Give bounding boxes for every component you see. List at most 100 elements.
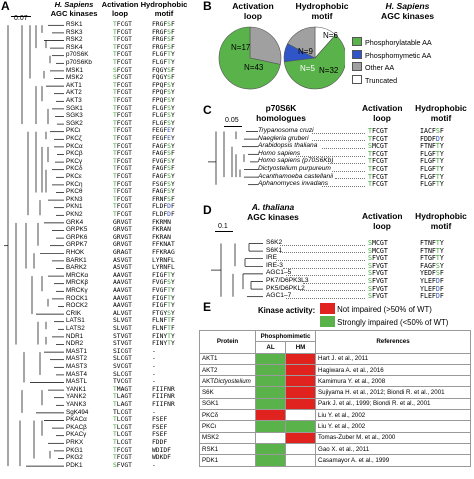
hydrophobic-motif-seq: FTGFTY: [420, 255, 444, 262]
residue-segment: T: [167, 302, 171, 310]
residue-segment: MCGT: [371, 142, 388, 151]
panel-c-al-head: Activation loop: [362, 103, 403, 123]
activation-loop-seq: TFCGT: [113, 52, 132, 59]
pie1-slice-other: [249, 26, 282, 65]
hydrophobic-motif-seq: FAGFSF: [152, 166, 175, 173]
residue-segment: S: [368, 246, 372, 255]
leaf-name: PKN1: [66, 203, 83, 211]
hydrophobic-motif-seq: FINYTY: [152, 340, 175, 348]
leaf-name: PKACβ: [66, 423, 87, 431]
al-phospho-residue: T: [113, 431, 117, 439]
hm-effect-cell: [285, 397, 316, 411]
al-effect-cell: [255, 454, 286, 467]
al-rest: FCGT: [116, 74, 132, 82]
hydrophobic-motif-seq: FLGFTY: [152, 59, 175, 67]
leaf-name: NDR2: [66, 340, 84, 348]
leaf-name: AGC1–7: [266, 292, 292, 300]
residue-segment: T: [167, 317, 171, 325]
residue-segment: FDDF: [152, 439, 168, 446]
al-phospho-residue: T: [113, 36, 117, 44]
residue-segment: GRVGT: [113, 241, 132, 249]
residue-segment: AAVGT: [113, 279, 132, 287]
residue-segment: FQGY: [152, 66, 168, 74]
protein-cell: S6K: [199, 386, 256, 399]
activation-loop-seq: AAVGT: [113, 302, 132, 310]
leader-dots: [322, 147, 365, 149]
panel-c-hm-head: Hydrophobic motif: [415, 103, 467, 123]
residue-segment: AAVGT: [113, 294, 132, 302]
residue-segment: FLGF: [420, 149, 436, 158]
residue-segment: FEGF: [152, 127, 168, 135]
hydrophobic-motif-seq: FEGFEY: [152, 135, 175, 143]
leaf-name: MSK1: [66, 66, 84, 74]
al-rest: FCGT: [116, 81, 132, 89]
residue-segment: S: [167, 150, 171, 158]
hydrophobic-motif-seq: FKRMN: [152, 219, 171, 227]
residue-segment: Y: [170, 135, 175, 142]
residue-segment: YLEF: [420, 284, 436, 293]
residue-segment: FVGT: [371, 277, 388, 285]
residue-segment: T: [167, 340, 171, 348]
legend-other-swatch: [352, 62, 362, 71]
leaf-name: GRPK6: [66, 233, 88, 241]
al-phospho-residue: T: [113, 104, 117, 112]
activation-loop-seq: GRVGT: [113, 242, 132, 249]
residue-segment: Y: [170, 112, 175, 120]
hydrophobic-motif-seq: FLGFSY: [152, 104, 175, 113]
al-phospho-residue: S: [113, 74, 117, 82]
residue-segment: S: [167, 89, 171, 97]
hydrophobic-motif-seq: FSEF: [152, 416, 167, 424]
residue-segment: FCGT: [371, 134, 388, 143]
residue-segment: F: [170, 36, 175, 44]
hm-effect-cell: [285, 363, 316, 377]
hydrophobic-motif-seq: FLNFTF: [152, 325, 175, 333]
residue-segment: F: [170, 203, 175, 211]
residue-segment: S: [167, 180, 171, 188]
hydrophobic-motif-seq: FAGFSY: [152, 188, 175, 196]
residue-segment: LYRNFL: [152, 256, 175, 264]
leaf-name: Aphanomyces invadans: [258, 180, 329, 188]
al-phospho-residue: T: [113, 150, 117, 158]
hydrophobic-motif-seq: LYRNFL: [152, 256, 175, 265]
residue-segment: FLGF: [152, 59, 168, 66]
hydrophobic-motif-seq: -: [152, 348, 156, 356]
legend-red-text: Not impaired (>50% of WT): [337, 305, 432, 314]
leaf-name: PKCη: [66, 180, 83, 188]
residue-segment: FLDF: [152, 211, 168, 218]
residue-segment: FLGF: [420, 180, 436, 189]
leaf-name: p70S6K: [66, 51, 89, 59]
al-effect-cell: [255, 352, 286, 365]
hydrophobic-motif-seq: FLDFDF: [152, 211, 175, 219]
residue-segment: T: [368, 165, 372, 173]
hydrophobic-motif-seq: FDDFDY: [420, 135, 444, 143]
activation-loop-seq: AAVGT: [113, 287, 132, 295]
protein-cell: AKT1: [199, 352, 256, 365]
panel-a-label: A: [1, 0, 10, 13]
leaf-name: RSK4: [66, 43, 83, 51]
panel-b-species-head: H. Sapiens AGC kinases: [370, 1, 445, 21]
activation-loop-seq: TFCGT: [368, 150, 388, 158]
hydrophobic-motif-seq: FLGFTY: [420, 166, 444, 173]
hydrophobic-motif-seq: FLGFTY: [420, 172, 444, 181]
hydrophobic-motif-seq: FIIFNR: [152, 386, 175, 394]
hydrophobic-motif-seq: FVGFTY: [152, 287, 175, 295]
residue-segment: T: [435, 149, 440, 158]
leaf-name: CRIK: [66, 309, 82, 317]
leaf-name: PKCδ: [66, 165, 83, 173]
residue-segment: Y: [170, 142, 175, 150]
leaf-name: GRPK7: [66, 241, 88, 249]
residue-segment: S: [167, 142, 171, 150]
residue-segment: Y: [170, 51, 175, 59]
leaf-name: Trypanosoma cruzi: [258, 127, 314, 134]
activation-loop-seq: SFCGT: [113, 74, 132, 82]
residue-segment: FLDF: [152, 203, 168, 211]
protein-cell: PDK1: [199, 454, 256, 467]
residue-segment: Y: [439, 165, 444, 173]
residue-segment: T: [368, 134, 372, 143]
panel-c-title: p70S6K: [265, 103, 297, 113]
pie2-label-n5: N=5: [300, 64, 315, 73]
residue-segment: FLGF: [152, 104, 168, 112]
al-phospho-residue: T: [113, 89, 117, 97]
protein-cell: SGK1: [199, 397, 256, 411]
residue-segment: FLGF: [420, 172, 436, 181]
